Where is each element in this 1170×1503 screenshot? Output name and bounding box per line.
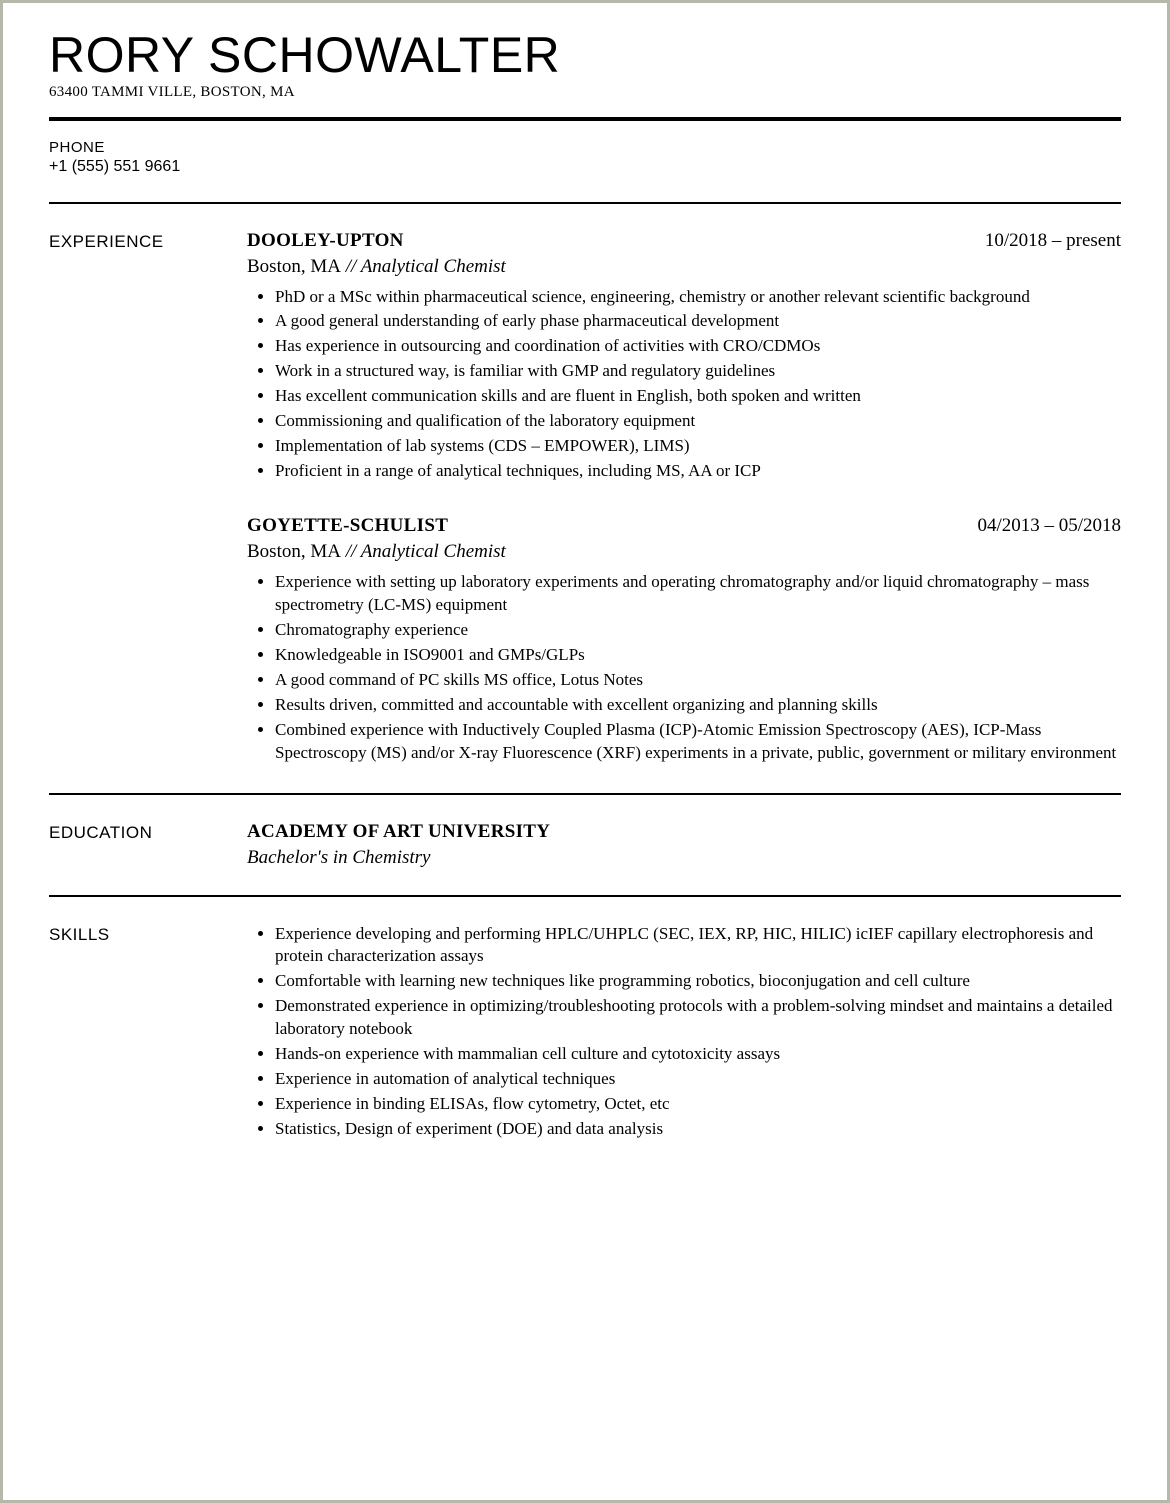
education-label: EDUCATION <box>49 821 247 843</box>
job-header: DOOLEY-UPTON 10/2018 – present <box>247 230 1121 252</box>
contact-block: PHONE +1 (555) 551 9661 <box>49 139 1121 176</box>
job-location: Boston, MA <box>247 541 341 562</box>
education-school: ACADEMY OF ART UNIVERSITY <box>247 821 1121 843</box>
bullet-item: Experience with setting up laboratory ex… <box>275 571 1121 617</box>
experience-label: EXPERIENCE <box>49 230 247 252</box>
resume-page: RORY SCHOWALTER 63400 TAMMI VILLE, BOSTO… <box>3 3 1167 1500</box>
bullet-item: Chromatography experience <box>275 619 1121 642</box>
bullet-item: Proficient in a range of analytical tech… <box>275 460 1121 483</box>
bullet-item: Comfortable with learning new techniques… <box>275 970 1121 993</box>
education-section: EDUCATION ACADEMY OF ART UNIVERSITY Bach… <box>49 821 1121 869</box>
section-rule <box>49 202 1121 204</box>
job-role: Analytical Chemist <box>361 541 506 562</box>
bullet-item: Implementation of lab systems (CDS – EMP… <box>275 435 1121 458</box>
job-location: Boston, MA <box>247 256 341 277</box>
education-body: ACADEMY OF ART UNIVERSITY Bachelor's in … <box>247 821 1121 869</box>
job-dates: 04/2013 – 05/2018 <box>977 515 1121 537</box>
bullet-item: Demonstrated experience in optimizing/tr… <box>275 995 1121 1041</box>
person-name: RORY SCHOWALTER <box>49 29 1121 82</box>
experience-section: EXPERIENCE DOOLEY-UPTON 10/2018 – presen… <box>49 230 1121 767</box>
education-degree: Bachelor's in Chemistry <box>247 847 1121 869</box>
job-subheader: Boston, MA // Analytical Chemist <box>247 541 1121 563</box>
job-separator: // <box>341 541 361 562</box>
company-name: DOOLEY-UPTON <box>247 230 404 252</box>
job-subheader: Boston, MA // Analytical Chemist <box>247 256 1121 278</box>
phone-value: +1 (555) 551 9661 <box>49 158 1121 176</box>
skills-bullets: Experience developing and performing HPL… <box>247 923 1121 1141</box>
bullet-item: Commissioning and qualification of the l… <box>275 410 1121 433</box>
job-bullets: PhD or a MSc within pharmaceutical scien… <box>247 286 1121 484</box>
skills-section: SKILLS Experience developing and perform… <box>49 923 1121 1143</box>
bullet-item: Statistics, Design of experiment (DOE) a… <box>275 1118 1121 1141</box>
bullet-item: A good general understanding of early ph… <box>275 310 1121 333</box>
bullet-item: PhD or a MSc within pharmaceutical scien… <box>275 286 1121 309</box>
skills-body: Experience developing and performing HPL… <box>247 923 1121 1143</box>
bullet-item: Has excellent communication skills and a… <box>275 385 1121 408</box>
job-role: Analytical Chemist <box>361 256 506 277</box>
bullet-item: Experience developing and performing HPL… <box>275 923 1121 969</box>
bullet-item: Hands-on experience with mammalian cell … <box>275 1043 1121 1066</box>
job-dates: 10/2018 – present <box>985 230 1121 252</box>
section-rule <box>49 895 1121 897</box>
bullet-item: Experience in automation of analytical t… <box>275 1068 1121 1091</box>
job-bullets: Experience with setting up laboratory ex… <box>247 571 1121 765</box>
job-block: GOYETTE-SCHULIST 04/2013 – 05/2018 Bosto… <box>247 515 1121 765</box>
job-separator: // <box>341 256 361 277</box>
company-name: GOYETTE-SCHULIST <box>247 515 448 537</box>
header-rule <box>49 117 1121 121</box>
bullet-item: Combined experience with Inductively Cou… <box>275 719 1121 765</box>
experience-body: DOOLEY-UPTON 10/2018 – present Boston, M… <box>247 230 1121 767</box>
section-rule <box>49 793 1121 795</box>
skills-label: SKILLS <box>49 923 247 945</box>
job-block: DOOLEY-UPTON 10/2018 – present Boston, M… <box>247 230 1121 484</box>
bullet-item: Has experience in outsourcing and coordi… <box>275 335 1121 358</box>
bullet-item: Experience in binding ELISAs, flow cytom… <box>275 1093 1121 1116</box>
bullet-item: Results driven, committed and accountabl… <box>275 694 1121 717</box>
person-address: 63400 TAMMI VILLE, BOSTON, MA <box>49 84 1121 101</box>
job-header: GOYETTE-SCHULIST 04/2013 – 05/2018 <box>247 515 1121 537</box>
bullet-item: Knowledgeable in ISO9001 and GMPs/GLPs <box>275 644 1121 667</box>
bullet-item: Work in a structured way, is familiar wi… <box>275 360 1121 383</box>
phone-label: PHONE <box>49 139 1121 156</box>
bullet-item: A good command of PC skills MS office, L… <box>275 669 1121 692</box>
